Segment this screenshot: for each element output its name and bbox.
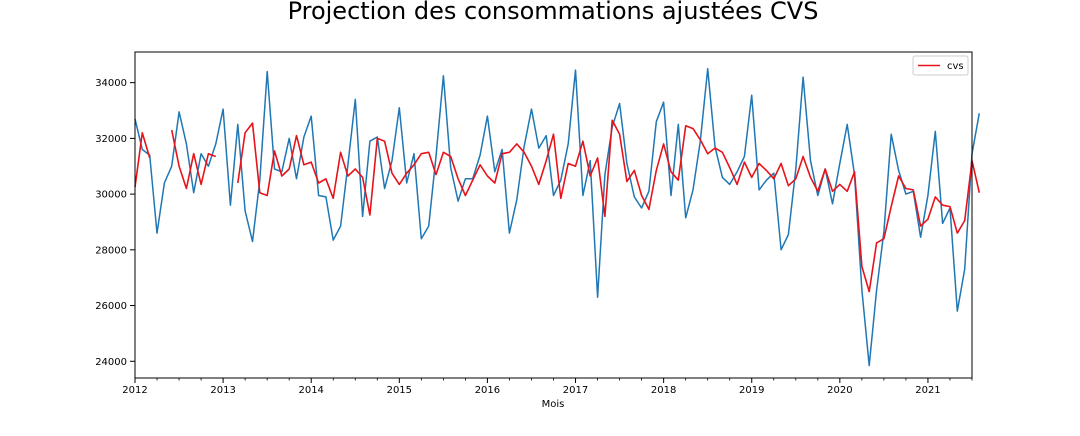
y-tick-label: 34000: [95, 78, 127, 89]
x-tick-label: 2018: [651, 385, 676, 396]
y-tick-label: 32000: [95, 134, 127, 145]
y-tick-label: 28000: [95, 245, 127, 256]
x-tick-label: 2021: [915, 385, 940, 396]
x-tick-label: 2020: [827, 385, 852, 396]
x-axis: 2012 2013 2014 2015 2016 2017 2018 2019 2020 2021: [122, 378, 973, 396]
x-tick-label: 2016: [475, 385, 500, 396]
legend-box: [912, 55, 969, 76]
y-axis: 24000 26000 28000 30000 32000 34000: [95, 78, 135, 368]
x-tick-label: 2012: [122, 385, 147, 396]
x-axis-label: Mois: [542, 399, 565, 410]
x-tick-label: 2015: [387, 385, 412, 396]
plot-frame: [134, 51, 973, 379]
series-line-cvs: [134, 119, 981, 293]
legend: cvs: [912, 55, 969, 76]
x-tick-label: 2014: [298, 385, 323, 396]
x-tick-label: 2013: [210, 385, 235, 396]
chart-title: Projection des consommations ajustées CV…: [288, 0, 819, 25]
series-line-raw: [134, 67, 981, 367]
y-tick-label: 24000: [95, 357, 127, 368]
x-tick-label: 2017: [563, 385, 588, 396]
legend-label-cvs: cvs: [947, 61, 964, 72]
x-tick-label: 2019: [739, 385, 764, 396]
y-tick-label: 30000: [95, 190, 127, 201]
y-tick-label: 26000: [95, 301, 127, 312]
series-layer: [134, 67, 981, 367]
